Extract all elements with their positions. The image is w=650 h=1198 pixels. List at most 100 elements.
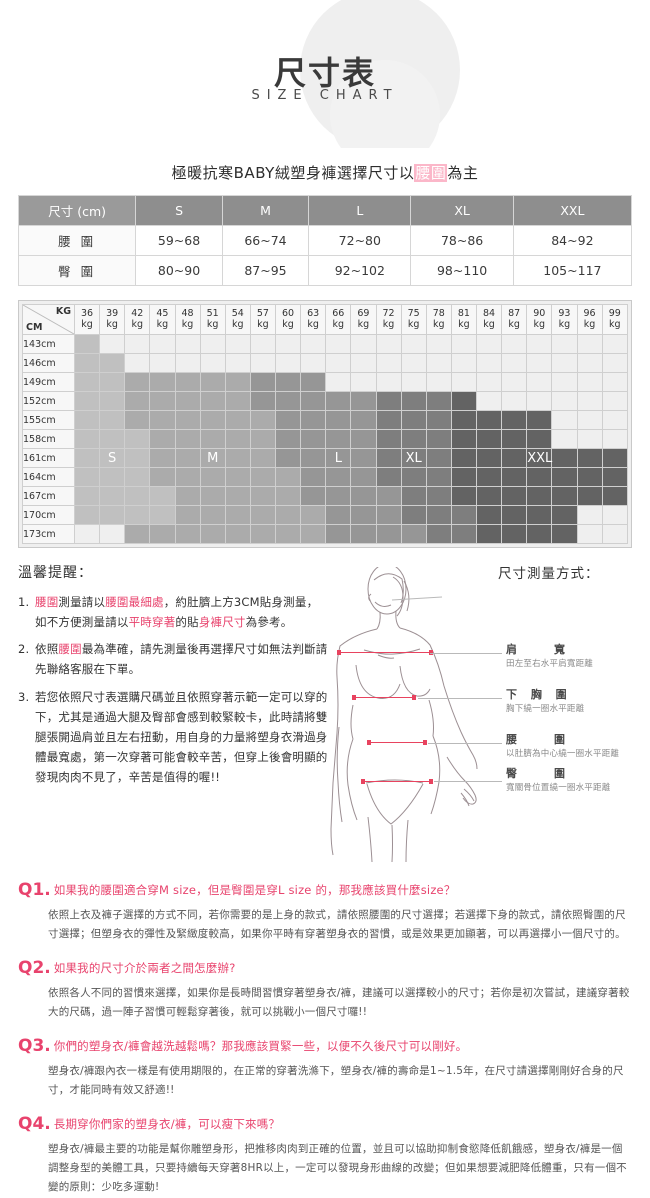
- grid-cell-xl: [400, 467, 427, 487]
- grid-cell-m: [174, 524, 201, 544]
- grid-cell-empty: [149, 353, 176, 373]
- grid-cell-m: [199, 391, 226, 411]
- grid-cell-empty: [400, 353, 427, 373]
- grid-cell-xxl: [551, 524, 578, 544]
- grid-cell-s: [124, 467, 151, 487]
- grid-cell-empty: [601, 334, 629, 354]
- grid-cell-empty: [300, 334, 327, 354]
- grid-cell-empty: [350, 334, 377, 354]
- grid-height-label: 164cm: [22, 467, 75, 487]
- size-table-header-5: XXL: [512, 195, 633, 226]
- grid-cell-xxl: [501, 410, 528, 430]
- grid-weight-header: 57 kg: [249, 304, 277, 335]
- grid-cell-xl: [400, 410, 427, 430]
- grid-size-label-xl: XL: [400, 448, 427, 468]
- size-table-header-4: XL: [410, 195, 514, 226]
- faq-question-number: Q1.: [18, 880, 51, 900]
- grid-cell-empty: [350, 353, 377, 373]
- grid-row: 164cm: [22, 467, 629, 487]
- grid-cell-l: [249, 391, 277, 411]
- grid-cell-s: [73, 391, 101, 411]
- grid-cell-empty: [249, 334, 277, 354]
- grid-cell-m: [149, 524, 176, 544]
- grid-height-label: 167cm: [22, 486, 75, 506]
- grid-cell-s: [99, 372, 126, 392]
- size-table-header-0: 尺寸 (cm): [17, 195, 137, 226]
- female-body-outline-icon: [330, 563, 478, 863]
- grid-cell-empty: [325, 353, 352, 373]
- grid-cell-xxl: [475, 448, 503, 468]
- grid-cell-xxl: [450, 410, 478, 430]
- grid-cell-l: [350, 448, 377, 468]
- grid-cell-m: [174, 391, 201, 411]
- grid-weight-header: 90 kg: [526, 304, 553, 335]
- weight-height-grid: KG CM 36 kg 39 kg 42 kg 45 kg 48 kg 51 kg 54 kg 57 kg 60 kg…: [22, 304, 629, 544]
- grid-cell-xxl: [475, 410, 503, 430]
- grid-header-row: KG CM 36 kg 39 kg 42 kg 45 kg 48 kg 51 kg 54 kg 57 kg 60 kg…: [22, 304, 629, 335]
- reminder-text: 若您依照尺寸表選購尺碼並且依照穿著示範一定可以穿的下，尤其是通過大腿及臀部會感到…: [35, 689, 328, 785]
- grid-cell-xxl: [576, 448, 603, 468]
- grid-cell-empty: [73, 524, 101, 544]
- grid-weight-header: 66 kg: [325, 304, 352, 335]
- size-table-container: 尺寸 (cm) S M L XL XXL 腰 圍 59~68 66~74 72~80 78~86 8…: [0, 195, 650, 286]
- waist-measure-line: [367, 740, 427, 745]
- size-table-row-label: 臀 圍: [17, 255, 137, 286]
- grid-cell-l: [400, 524, 427, 544]
- grid-cell-m: [224, 524, 251, 544]
- size-table-cell: 92~102: [308, 255, 412, 286]
- faq-question: Q4. 長期穿你們家的塑身衣/褲，可以瘦下來嗎？: [18, 1114, 632, 1134]
- grid-cell-l: [350, 391, 377, 411]
- grid-row: 143cm: [22, 334, 629, 354]
- measure-desc-waist: 以肚臍為中心繞一圈水平距離: [506, 749, 620, 759]
- grid-weight-header: 75 kg: [400, 304, 427, 335]
- grid-cm-label: CM: [26, 322, 43, 333]
- grid-cell-xxl: [475, 505, 503, 525]
- grid-cell-xl: [375, 410, 402, 430]
- measure-label-hip: 臀 圍: [506, 767, 570, 780]
- grid-cell-xxl: [475, 467, 503, 487]
- grid-cell-empty: [475, 334, 503, 354]
- grid-cell-s: [73, 372, 101, 392]
- waist-cap-right: [423, 740, 427, 745]
- grid-height-label: 146cm: [22, 353, 75, 373]
- underbust-measure-line: [352, 695, 416, 700]
- reminder-text: 為參考。: [245, 615, 293, 630]
- size-table-cell: 72~80: [308, 225, 412, 256]
- grid-cell-empty: [551, 353, 578, 373]
- grid-cell-xl: [400, 486, 427, 506]
- grid-cell-m: [224, 391, 251, 411]
- leader-line-shoulder: [430, 653, 502, 654]
- size-table-cell: 80~90: [135, 255, 223, 286]
- grid-cell-empty: [576, 410, 603, 430]
- grid-row: 149cm: [22, 372, 629, 392]
- grid-cell-l: [325, 467, 352, 487]
- grid-cell-empty: [601, 410, 629, 430]
- measurement-guide-title: 尺寸測量方式：: [498, 566, 600, 582]
- grid-cell-empty: [501, 391, 528, 411]
- reminder-block: 溫馨提醒： 1. 腰圍測量請以腰圍最細處，約肚臍上方3CM貼身測量，如不方便測量請…: [18, 562, 328, 794]
- grid-cell-s: [99, 467, 126, 487]
- faq-question-number: Q2.: [18, 957, 51, 978]
- grid-size-label-m: M: [199, 448, 226, 468]
- grid-cell-empty: [576, 391, 603, 411]
- grid-cell-empty: [124, 334, 151, 354]
- grid-cell-empty: [501, 334, 528, 354]
- grid-cell-empty: [601, 353, 629, 373]
- grid-cell-empty: [375, 353, 402, 373]
- hip-measure-line: [361, 779, 433, 784]
- grid-weight-header: 51 kg: [199, 304, 226, 335]
- grid-cell-m: [224, 448, 251, 468]
- grid-cell-xxl: [501, 505, 528, 525]
- measure-label-underbust: 下 胸 圍: [506, 688, 572, 701]
- grid-cell-xl: [425, 524, 452, 544]
- hip-cap-right: [429, 779, 433, 784]
- grid-cell-s: [99, 410, 126, 430]
- grid-cell-empty: [400, 334, 427, 354]
- leader-line-underbust: [418, 698, 502, 699]
- grid-cell-xxl: [501, 486, 528, 506]
- grid-cell-l: [274, 391, 302, 411]
- grid-cell-xl: [400, 391, 427, 411]
- grid-cell-xxl: [450, 467, 478, 487]
- faq-question-text: 你們的塑身衣/褲會越洗越鬆嗎？那我應該買緊一些，以便不久後尺寸可以剛好。: [53, 1038, 468, 1053]
- faq-question: Q1. 如果我的腰圍適合穿M size，但是臀圍是穿L size 的，那我應該買什…: [18, 880, 632, 900]
